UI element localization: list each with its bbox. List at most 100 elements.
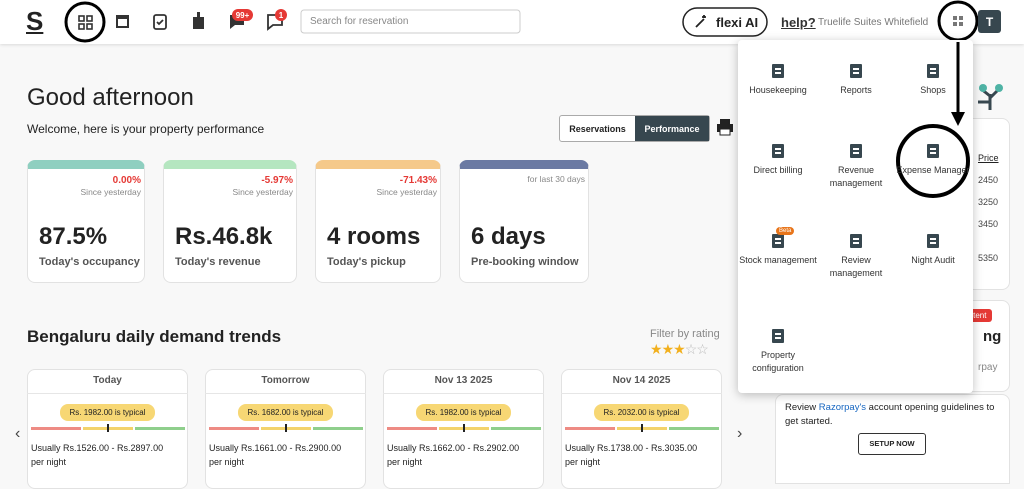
stat-period: for last 30 days: [527, 174, 585, 184]
price: 3450: [978, 219, 999, 229]
notice-text: account opening guidelines to get starte…: [785, 402, 995, 427]
side-brand: rpay: [978, 362, 998, 373]
menu-item[interactable]: Direct billing: [739, 140, 817, 177]
range-marker: [463, 424, 465, 432]
demand-divider: [561, 393, 722, 394]
menu-label: Reports: [840, 85, 872, 95]
menu-label: Expense Manager: [896, 165, 970, 175]
logo[interactable]: S: [26, 6, 44, 36]
stat-value: 87.5%: [39, 223, 108, 250]
next-arrow[interactable]: ›: [737, 425, 743, 442]
range-bar: [313, 427, 363, 430]
stat-period: Since yesterday: [232, 187, 293, 197]
star[interactable]: ☆: [684, 341, 698, 357]
stat-value: 6 days: [471, 223, 546, 250]
demand-range: Usually Rs.1526.00 - Rs.2897.00 per nigh…: [31, 443, 164, 467]
menu-icon: [772, 144, 784, 158]
annotation: [896, 42, 970, 198]
menu-item[interactable]: Property configuration: [739, 325, 817, 375]
demand-range: Usually Rs.1738.00 - Rs.3035.00 per nigh…: [565, 443, 698, 467]
demand-range: Usually Rs.1662.00 - Rs.2902.00 per nigh…: [387, 443, 520, 467]
star[interactable]: ★: [650, 341, 663, 357]
tab-group: Reservations Performance: [559, 115, 710, 142]
menu-label: Stock management: [739, 255, 817, 265]
price: 5350: [978, 253, 999, 263]
demand-date: Tomorrow: [261, 375, 310, 386]
typical-badge: Rs. 2032.00 is typical: [594, 404, 689, 421]
range-bar: [565, 427, 615, 430]
stat-label: Pre-booking window: [471, 256, 579, 268]
menu-item[interactable]: Housekeeping: [739, 60, 817, 97]
range-bar: [209, 427, 259, 430]
typical-badge: Rs. 1682.00 is typical: [238, 404, 333, 421]
page: S 99+ 1 Search for reservation flexi AI …: [15, 0, 1010, 489]
range-marker: [641, 424, 643, 432]
menu-icon: [850, 144, 862, 158]
price: 2450: [978, 175, 999, 185]
stat-period: Since yesterday: [376, 187, 437, 197]
notice-link[interactable]: Razorpay's: [818, 402, 867, 413]
property-name: Truelife Suites Whitefield: [818, 17, 929, 28]
star[interactable]: ★: [673, 341, 686, 357]
flexi-ai-button[interactable]: flexi AI: [716, 15, 759, 30]
stat-change: -5.97%: [261, 175, 293, 186]
menu-label: Review management: [829, 255, 883, 278]
menu-icon: [927, 64, 939, 78]
menu-item[interactable]: Review management: [817, 230, 895, 280]
menu-icon: [850, 234, 862, 248]
avatar[interactable]: T: [985, 15, 994, 29]
stat-label: Today's pickup: [327, 256, 406, 268]
prev-arrow[interactable]: ‹: [15, 425, 21, 442]
help-link[interactable]: help?: [781, 15, 816, 30]
star[interactable]: ★: [661, 341, 675, 357]
range-bar: [31, 427, 81, 430]
range-bar: [387, 427, 437, 430]
tab[interactable]: Reservations: [569, 123, 626, 134]
demand-divider: [205, 393, 366, 394]
menu-item[interactable]: Expense Manager: [894, 140, 972, 177]
range-bar: [669, 427, 719, 430]
demand-range: Usually Rs.1661.00 - Rs.2900.00 per nigh…: [209, 443, 342, 467]
range-marker: [285, 424, 287, 432]
stat-card: [315, 160, 441, 283]
search-input[interactable]: Search for reservation: [310, 16, 409, 27]
demand-divider: [27, 393, 188, 394]
print-icon[interactable]: [716, 118, 734, 136]
menu-item[interactable]: Shops: [894, 60, 972, 97]
menu-icon: [927, 144, 939, 158]
beta-badge: Beta: [776, 227, 795, 235]
tab[interactable]: Performance: [635, 116, 709, 141]
menu-item[interactable]: Stock management: [739, 230, 817, 267]
menu-icon: [772, 329, 784, 343]
menu-label: Night Audit: [911, 255, 955, 265]
menu-label: Housekeeping: [749, 85, 807, 95]
menu-label: Shops: [920, 85, 946, 95]
rating-filter[interactable]: ★★★☆☆: [650, 341, 709, 358]
section-title: Bengaluru daily demand trends: [27, 327, 282, 346]
range-bar: [491, 427, 541, 430]
menu-icon: [772, 64, 784, 78]
side-heading: ng: [983, 328, 1002, 345]
setup-button[interactable]: SETUP NOW: [858, 433, 926, 455]
menu-item[interactable]: Night Audit: [894, 230, 972, 267]
stat-card: [163, 160, 297, 283]
header-icons: [64, 0, 1001, 43]
message-badge: 1: [278, 11, 284, 20]
menu-item[interactable]: Revenue management: [817, 140, 895, 190]
typical-badge: Rs. 1982.00 is typical: [416, 404, 511, 421]
stat-change: -71.43%: [399, 175, 437, 186]
menu-label: Property configuration: [752, 350, 804, 373]
price-header: Price: [978, 153, 999, 163]
chat-badge: 99+: [235, 11, 250, 20]
range-bar: [135, 427, 185, 430]
star[interactable]: ☆: [696, 341, 709, 357]
menu-icon: [850, 64, 862, 78]
stat-label: Today's revenue: [175, 256, 261, 268]
price: 3250: [978, 197, 999, 207]
filter-label: Filter by rating: [650, 328, 720, 340]
menu-label: Direct billing: [753, 165, 803, 175]
stat-value: Rs.46.8k: [175, 223, 273, 250]
menu-item[interactable]: Reports: [817, 60, 895, 97]
typical-badge: Rs. 1982.00 is typical: [60, 404, 155, 421]
notice: Review Razorpay's account opening guidel…: [785, 401, 1005, 429]
